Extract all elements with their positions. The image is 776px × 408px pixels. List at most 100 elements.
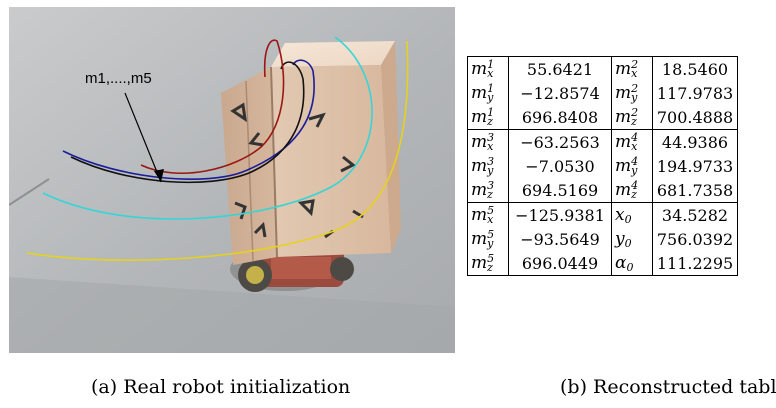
value-cell: −63.2563 <box>508 129 612 154</box>
symbol-superscript: 4 <box>631 178 639 192</box>
symbol-superscript: 1 <box>487 81 495 95</box>
symbol-subscript: z <box>631 187 637 201</box>
robot-base <box>230 247 354 292</box>
symbol-base: m <box>615 156 632 176</box>
table-row: m 1 z 696.8408 m 2 z 700.4888 <box>467 105 738 130</box>
symbol-base: m <box>615 180 632 200</box>
floor-mark <box>9 178 50 206</box>
value-cell: 756.0392 <box>652 227 738 251</box>
symbol-base: m <box>471 132 488 152</box>
value-cell: 696.8408 <box>508 105 612 130</box>
symbol-base: m <box>615 83 632 103</box>
symbol-subscript: x <box>487 139 494 153</box>
reconstructed-table: m 1 x 55.6421 m 2 x 18.5460 m 1 y −12.8574 m 2 y 117.97… <box>467 56 738 276</box>
symbol-base: m <box>471 253 488 273</box>
symbol-subscript: y <box>487 236 494 250</box>
symbol-superscript: 5 <box>487 251 495 265</box>
symbol-base: m <box>615 107 632 127</box>
symbol-indices: 0 <box>624 230 632 250</box>
annotation-label: m1,....,m5 <box>85 70 152 87</box>
value-cell: −93.5649 <box>508 227 612 251</box>
value-cell: 194.9733 <box>652 154 738 178</box>
symbol-subscript: x <box>631 66 638 80</box>
symbol-superscript: 5 <box>487 227 495 241</box>
caption-panel-a: (a) Real robot initialization <box>91 376 351 398</box>
symbol-subscript: y <box>487 163 494 177</box>
value-cell: 694.5169 <box>508 178 612 203</box>
symbol-base: α <box>615 253 627 273</box>
symbol-base: x <box>615 205 625 225</box>
symbol-superscript: 3 <box>487 154 495 168</box>
value-cell: 117.9783 <box>652 81 738 105</box>
value-cell: 18.5460 <box>652 56 738 81</box>
symbol-subscript: y <box>487 90 494 104</box>
table-row: m 5 z 696.0449 α 0 111.2295 <box>467 251 738 276</box>
symbol-subscript: z <box>631 114 637 128</box>
symbol-superscript: 1 <box>487 105 495 119</box>
symbol-indices: 0 <box>626 254 633 273</box>
trajectory-curves <box>26 36 409 261</box>
symbol-subscript: x <box>487 66 494 80</box>
symbol-base: m <box>471 180 488 200</box>
value-cell: 34.5282 <box>652 202 738 227</box>
symbol-subscript: z <box>487 114 493 128</box>
symbol-subscript: z <box>487 187 493 201</box>
symbol-superscript: 2 <box>631 81 639 95</box>
symbol-base: m <box>471 156 488 176</box>
symbol-superscript: 4 <box>631 130 639 144</box>
value-cell: 111.2295 <box>652 251 738 276</box>
symbol-superscript: 2 <box>631 105 639 119</box>
symbol-superscript: 5 <box>487 203 495 217</box>
table-row: m 1 y −12.8574 m 2 y 117.9783 <box>467 81 738 105</box>
symbol-base: y <box>615 229 625 249</box>
symbol-cell: x 0 <box>611 202 653 227</box>
symbol-subscript: 0 <box>624 212 632 226</box>
symbol-base: m <box>471 59 488 79</box>
symbol-superscript: 2 <box>631 57 639 71</box>
symbol-superscript: 1 <box>487 57 495 71</box>
symbol-base: m <box>471 83 488 103</box>
symbol-base: m <box>471 107 488 127</box>
value-cell: −125.9381 <box>508 202 612 227</box>
symbol-subscript: 0 <box>624 236 632 250</box>
table-row: m 3 z 694.5169 m 4 z 681.7358 <box>467 178 738 203</box>
table-row: m 3 y −7.0530 m 4 y 194.9733 <box>467 154 738 178</box>
table-row: m 3 x −63.2563 m 4 x 44.9386 <box>467 129 738 154</box>
value-cell: −7.0530 <box>508 154 612 178</box>
symbol-subscript: x <box>487 212 494 226</box>
symbol-cell: y 0 <box>611 227 653 251</box>
table-row: m 5 x −125.9381 x 0 34.5282 <box>467 202 738 227</box>
symbol-base: m <box>615 132 632 152</box>
symbol-cell: α 0 <box>611 251 653 276</box>
value-cell: 55.6421 <box>508 56 612 81</box>
value-cell: 696.0449 <box>508 251 612 276</box>
symbol-base: m <box>615 59 632 79</box>
floor-shadow <box>9 277 455 353</box>
